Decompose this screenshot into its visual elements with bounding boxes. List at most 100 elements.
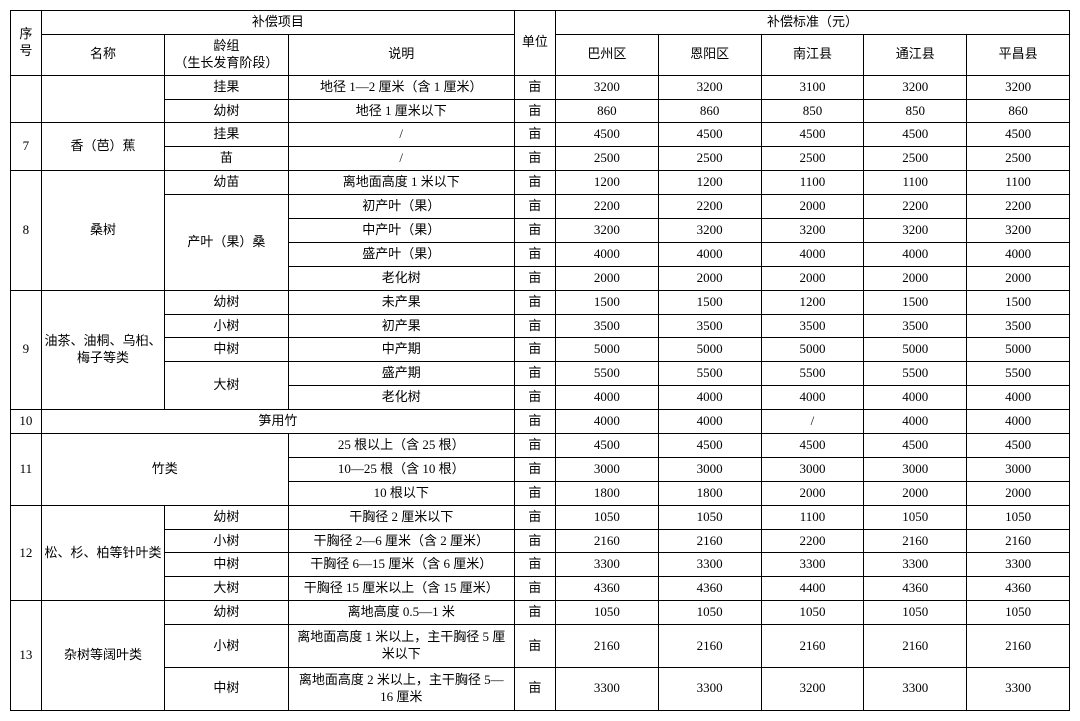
cell-val: 2000 (555, 266, 658, 290)
cell-age: 小树 (165, 625, 288, 668)
cell-val: 1050 (864, 601, 967, 625)
header-comp-items: 补偿项目 (41, 11, 514, 35)
cell-val: 1200 (761, 290, 864, 314)
cell-val: 3300 (555, 667, 658, 710)
cell-desc: 25 根以上（含 25 根） (288, 434, 514, 458)
cell-val: 3200 (555, 219, 658, 243)
cell-val: 850 (864, 99, 967, 123)
cell-val: 3500 (761, 314, 864, 338)
table-row: 中树 中产期 亩 5000 5000 5000 5000 5000 (11, 338, 1070, 362)
cell-val: 1050 (967, 505, 1070, 529)
table-row: 小树 离地面高度 1 米以上，主干胸径 5 厘米以下 亩 2160 2160 2… (11, 625, 1070, 668)
cell-val: 4000 (864, 386, 967, 410)
cell-val: 3300 (761, 553, 864, 577)
cell-unit: 亩 (514, 362, 555, 386)
cell-val: 3000 (761, 457, 864, 481)
cell-val: 4360 (864, 577, 967, 601)
cell-unit: 亩 (514, 434, 555, 458)
cell-val: 2160 (864, 625, 967, 668)
table-row: 12 松、杉、柏等针叶类 幼树 干胸径 2 厘米以下 亩 1050 1050 1… (11, 505, 1070, 529)
table-body: 挂果 地径 1—2 厘米（含 1 厘米） 亩 3200 3200 3100 32… (11, 75, 1070, 710)
header-region-4: 平昌县 (967, 34, 1070, 75)
cell-unit: 亩 (514, 577, 555, 601)
cell-val: 3200 (864, 219, 967, 243)
cell-val: 2000 (761, 195, 864, 219)
cell-val: 3300 (555, 553, 658, 577)
cell-val: 3200 (761, 667, 864, 710)
cell-val: 3000 (864, 457, 967, 481)
cell-val: 2200 (555, 195, 658, 219)
cell-val: 4000 (555, 386, 658, 410)
cell-val: 4360 (967, 577, 1070, 601)
cell-val: 3500 (555, 314, 658, 338)
cell-seq: 9 (11, 290, 42, 409)
cell-val: 5500 (864, 362, 967, 386)
cell-seq: 8 (11, 171, 42, 290)
cell-val: 4000 (967, 410, 1070, 434)
cell-val: 850 (761, 99, 864, 123)
cell-val: 2000 (761, 266, 864, 290)
cell-desc: 干胸径 2 厘米以下 (288, 505, 514, 529)
cell-val: 4500 (555, 434, 658, 458)
cell-val: 2200 (658, 195, 761, 219)
cell-val: 3100 (761, 75, 864, 99)
cell-desc: / (288, 123, 514, 147)
cell-desc: 10—25 根（含 10 根） (288, 457, 514, 481)
header-region-3: 通江县 (864, 34, 967, 75)
cell-val: 1100 (967, 171, 1070, 195)
cell-val: 2500 (761, 147, 864, 171)
cell-desc: 离地面高度 1 米以下 (288, 171, 514, 195)
cell-desc: 初产果 (288, 314, 514, 338)
cell-desc: 10 根以下 (288, 481, 514, 505)
cell-val: 3200 (658, 75, 761, 99)
table-row: 13 杂树等阔叶类 幼树 离地高度 0.5—1 米 亩 1050 1050 10… (11, 601, 1070, 625)
cell-val: 3300 (658, 667, 761, 710)
cell-val: 5000 (555, 338, 658, 362)
cell-val: 4000 (864, 410, 967, 434)
cell-val: 1050 (555, 601, 658, 625)
cell-val: 4500 (555, 123, 658, 147)
cell-val: 3300 (864, 553, 967, 577)
table-row: 8 桑树 幼苗 离地面高度 1 米以下 亩 1200 1200 1100 110… (11, 171, 1070, 195)
table-row: 大树 盛产期 亩 5500 5500 5500 5500 5500 (11, 362, 1070, 386)
cell-desc: 中产叶（果） (288, 219, 514, 243)
cell-val: 2000 (864, 481, 967, 505)
cell-desc: 离地面高度 2 米以上，主干胸径 5—16 厘米 (288, 667, 514, 710)
table-row: 幼树 地径 1 厘米以下 亩 860 860 850 850 860 (11, 99, 1070, 123)
cell-unit: 亩 (514, 553, 555, 577)
cell-val: 5000 (658, 338, 761, 362)
table-row: 中树 离地面高度 2 米以上，主干胸径 5—16 厘米 亩 3300 3300 … (11, 667, 1070, 710)
table-row: 产叶（果）桑 初产叶（果） 亩 2200 2200 2000 2200 2200 (11, 195, 1070, 219)
cell-val: 860 (555, 99, 658, 123)
header-desc: 说明 (288, 34, 514, 75)
cell-val: 3500 (864, 314, 967, 338)
table-row: 11 竹类 25 根以上（含 25 根） 亩 4500 4500 4500 45… (11, 434, 1070, 458)
header-seq: 序号 (11, 11, 42, 76)
cell-val: 3000 (658, 457, 761, 481)
cell-val: 2160 (967, 529, 1070, 553)
cell-val: 4000 (761, 386, 864, 410)
cell-val: 1500 (555, 290, 658, 314)
cell-desc: 老化树 (288, 266, 514, 290)
header-comp-std: 补偿标准（元） (555, 11, 1069, 35)
cell-age: 大树 (165, 577, 288, 601)
cell-desc: 干胸径 6—15 厘米（含 6 厘米） (288, 553, 514, 577)
cell-val: 4360 (658, 577, 761, 601)
cell-val: 4400 (761, 577, 864, 601)
cell-seq: 11 (11, 434, 42, 506)
cell-val: 1500 (658, 290, 761, 314)
cell-desc: 未产果 (288, 290, 514, 314)
cell-val: 3500 (967, 314, 1070, 338)
cell-val: 860 (658, 99, 761, 123)
cell-desc: 地径 1 厘米以下 (288, 99, 514, 123)
cell-val: 3200 (658, 219, 761, 243)
cell-age: 挂果 (165, 75, 288, 99)
cell-val: 1100 (761, 505, 864, 529)
cell-val: 3300 (658, 553, 761, 577)
cell-age: 幼树 (165, 601, 288, 625)
compensation-table: 序号 补偿项目 单位 补偿标准（元） 名称 龄组 （生长发育阶段） 说明 巴州区… (10, 10, 1070, 711)
cell-name: 松、杉、柏等针叶类 (41, 505, 164, 601)
cell-name: 杂树等阔叶类 (41, 601, 164, 710)
table-row: 苗 / 亩 2500 2500 2500 2500 2500 (11, 147, 1070, 171)
cell-val: 2200 (761, 529, 864, 553)
